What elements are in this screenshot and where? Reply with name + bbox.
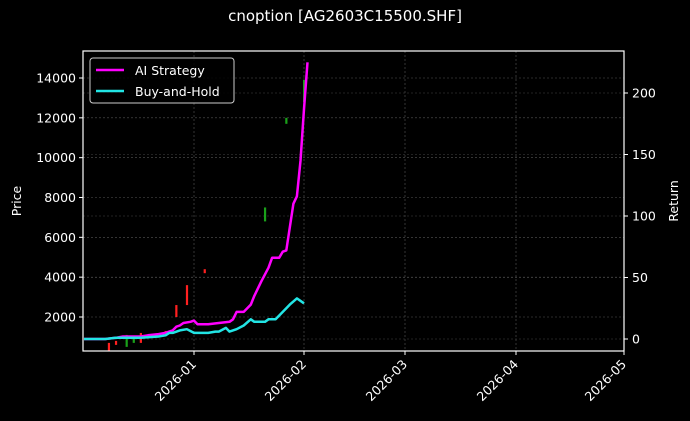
- y-tick-label-price: 2000: [44, 310, 76, 325]
- y-axis-return: 0 50 100 150 200: [624, 86, 656, 347]
- candle: [107, 342, 111, 351]
- y-tick-label-return: 100: [632, 209, 656, 224]
- candle: [185, 285, 189, 306]
- y-tick-label-price: 10000: [36, 150, 76, 165]
- series-line-ai-strategy: [84, 62, 309, 341]
- x-tick-label: 2026-03: [363, 357, 411, 405]
- legend: AI Strategy Buy-and-Hold: [89, 57, 235, 104]
- y-axis-label-return: Return: [666, 180, 681, 221]
- plot-frame: [82, 50, 625, 352]
- y-axis-label-price: Price: [9, 185, 24, 216]
- chart-title: cnoption [AG2603C15500.SHF]: [228, 7, 462, 25]
- y-tick-label-price: 4000: [44, 270, 76, 285]
- y-tick-label-price: 8000: [44, 190, 76, 205]
- candle: [125, 334, 128, 347]
- x-tick-label: 2026-04: [474, 356, 522, 404]
- y-axis-price: 2000 4000 6000 8000 10000 12000 14000: [36, 71, 83, 325]
- series-line-buy-and-hold: [84, 297, 305, 341]
- candle: [203, 269, 206, 274]
- y-tick-label-return: 150: [632, 147, 656, 162]
- y-tick-label-return: 50: [632, 270, 648, 285]
- legend-label-buy-and-hold: Buy-and-Hold: [135, 84, 220, 99]
- y-tick-label-price: 14000: [36, 71, 76, 86]
- legend-label-ai-strategy: AI Strategy: [135, 63, 205, 78]
- series-lines: [84, 62, 309, 341]
- candle: [263, 207, 267, 222]
- candle: [285, 117, 288, 124]
- candle: [175, 305, 178, 317]
- y-tick-label-price: 6000: [44, 230, 76, 245]
- x-tick-label: 2026-05: [582, 357, 630, 405]
- y-tick-label-return: 200: [632, 86, 656, 101]
- candle: [114, 340, 118, 345]
- x-tick-label: 2026-01: [152, 357, 200, 405]
- y-tick-label-return: 0: [632, 332, 640, 347]
- x-tick-label: 2026-02: [262, 357, 310, 405]
- x-axis: 2026-01 2026-02 2026-03 2026-04 2026-05: [152, 351, 630, 405]
- y-tick-label-price: 12000: [36, 110, 76, 125]
- candlesticks: [107, 79, 306, 351]
- candle: [132, 336, 135, 343]
